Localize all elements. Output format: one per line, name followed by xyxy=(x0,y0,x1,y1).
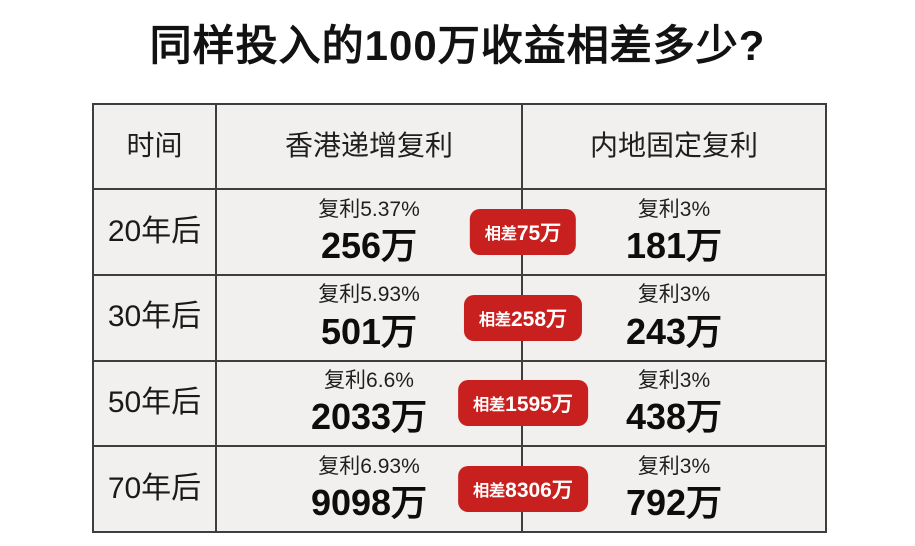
hk-cell: 复利6.93% 9098万 xyxy=(217,447,523,531)
time-cell: 30年后 xyxy=(94,275,217,360)
mainland-cell: 复利3% 792万 xyxy=(523,447,825,531)
time-label: 70年后 xyxy=(107,471,202,505)
difference-prefix: 相差 xyxy=(473,397,506,415)
mainland-value-label: 181万 xyxy=(625,224,723,266)
hk-value-label: 256万 xyxy=(320,224,418,266)
table-row: 50年后 复利6.6% 2033万 复利3% 438万 相差 1595万 xyxy=(94,359,825,446)
hk-rate-label: 复利5.37% xyxy=(318,197,420,221)
mainland-value-label: 243万 xyxy=(625,310,723,352)
header-label-mainland: 内地固定复利 xyxy=(589,130,758,162)
mainland-cell: 复利3% 181万 xyxy=(523,190,825,274)
header-cell-time: 时间 xyxy=(94,105,217,188)
hk-rate-label: 复利5.93% xyxy=(318,283,420,307)
difference-value: 75万 xyxy=(516,221,562,245)
difference-badge: 相差 75万 xyxy=(469,208,577,255)
time-label: 30年后 xyxy=(107,300,202,334)
difference-value: 8306万 xyxy=(505,479,573,503)
header-label-time: 时间 xyxy=(126,130,183,162)
difference-value: 258万 xyxy=(510,307,568,331)
difference-prefix: 相差 xyxy=(484,225,517,243)
header-label-hk: 香港递增复利 xyxy=(284,130,453,162)
time-label: 20年后 xyxy=(107,214,202,248)
hk-value-label: 9098万 xyxy=(310,482,428,523)
header-cell-mainland: 内地固定复利 xyxy=(523,105,825,188)
table-row: 70年后 复利6.93% 9098万 复利3% 792万 相差 8306万 xyxy=(94,445,825,531)
difference-badge: 相差 258万 xyxy=(463,294,583,341)
mainland-cell: 复利3% 438万 xyxy=(523,362,825,446)
time-label: 50年后 xyxy=(107,386,202,420)
page-title: 同样投入的100万收益相差多少? xyxy=(149,22,766,69)
mainland-rate-label: 复利3% xyxy=(637,283,711,307)
mainland-rate-label: 复利3% xyxy=(637,454,711,478)
table-row: 30年后 复利5.93% 501万 复利3% 243万 相差 258万 xyxy=(94,273,825,360)
difference-badge: 相差 1595万 xyxy=(458,380,588,427)
comparison-table: 时间 香港递增复利 内地固定复利 20年后 复利5.37% 256万 复利3% … xyxy=(92,103,827,533)
hk-rate-label: 复利6.6% xyxy=(324,369,414,393)
hk-value-label: 2033万 xyxy=(310,396,428,438)
header-cell-hk: 香港递增复利 xyxy=(217,105,523,188)
difference-prefix: 相差 xyxy=(473,483,506,501)
difference-badge: 相差 8306万 xyxy=(458,466,588,513)
table-row: 20年后 复利5.37% 256万 复利3% 181万 相差 75万 xyxy=(94,188,825,274)
difference-value: 1595万 xyxy=(505,393,573,417)
hk-rate-label: 复利6.93% xyxy=(318,454,420,478)
mainland-cell: 复利3% 243万 xyxy=(523,276,825,360)
table-header-row: 时间 香港递增复利 内地固定复利 xyxy=(94,105,825,188)
time-cell: 70年后 xyxy=(94,447,217,531)
mainland-rate-label: 复利3% xyxy=(637,369,711,393)
hk-cell: 复利6.6% 2033万 xyxy=(217,361,523,446)
mainland-rate-label: 复利3% xyxy=(637,197,711,221)
time-cell: 50年后 xyxy=(94,361,217,446)
mainland-value-label: 438万 xyxy=(625,396,723,438)
time-cell: 20年后 xyxy=(94,190,217,274)
mainland-value-label: 792万 xyxy=(625,482,723,523)
hk-cell: 复利5.37% 256万 xyxy=(217,190,523,274)
hk-value-label: 501万 xyxy=(320,310,418,352)
difference-prefix: 相差 xyxy=(478,311,511,329)
